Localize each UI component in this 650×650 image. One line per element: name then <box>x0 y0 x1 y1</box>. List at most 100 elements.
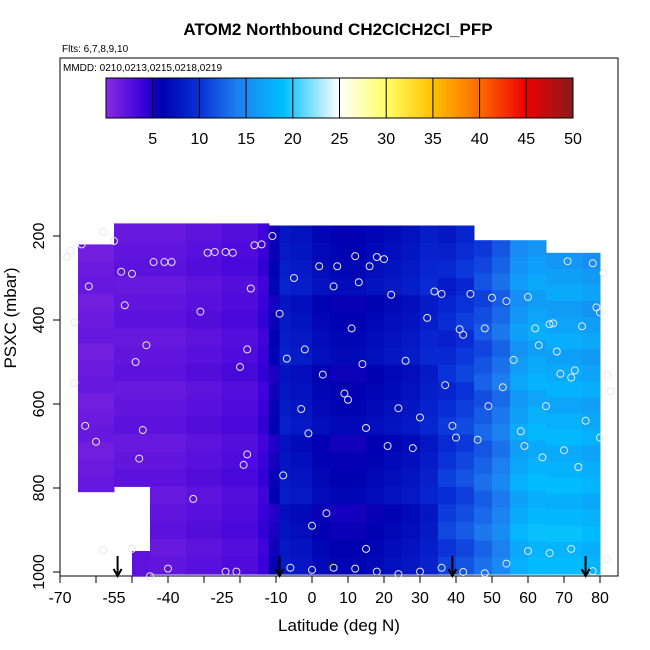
field-cell <box>348 382 367 401</box>
sample-point <box>603 555 612 564</box>
field-cell <box>222 223 259 242</box>
field-cell <box>546 541 565 559</box>
field-cell <box>582 413 601 431</box>
field-cell <box>348 417 367 436</box>
field-cell <box>279 295 291 314</box>
field-cell <box>492 323 511 341</box>
field-cell <box>582 268 601 286</box>
sample-point <box>354 278 363 287</box>
field-cell <box>546 349 565 366</box>
field-cell <box>301 434 313 453</box>
colorbar-tick-label: 45 <box>517 131 535 148</box>
field-cell <box>312 242 331 261</box>
field-cell <box>420 364 439 383</box>
sample-point <box>297 405 306 414</box>
field-cell <box>301 225 313 244</box>
field-cell <box>222 311 259 330</box>
field-cell <box>290 260 302 279</box>
field-cell <box>528 256 547 275</box>
field-cell <box>510 256 529 275</box>
field-cell <box>492 490 511 508</box>
field-cell <box>330 504 349 523</box>
field-cell <box>582 365 601 382</box>
field-cell <box>258 363 270 382</box>
field-cell <box>384 364 403 383</box>
sample-point <box>606 387 615 396</box>
field-cell <box>528 306 547 325</box>
field-cell <box>348 260 367 279</box>
sample-point <box>423 313 432 322</box>
field-cell <box>510 306 529 325</box>
field-cell <box>402 504 421 523</box>
field-cell <box>330 434 349 453</box>
field-cell <box>150 503 187 522</box>
field-cell <box>186 223 223 242</box>
field-cell <box>78 277 115 295</box>
y-tick-label: 1000 <box>31 554 48 590</box>
field-cell <box>268 469 281 488</box>
field-cell <box>186 381 223 400</box>
field-cell <box>456 330 475 349</box>
field-cell <box>279 347 291 366</box>
field-cell <box>510 540 529 558</box>
field-cell <box>290 242 302 261</box>
field-cell <box>564 284 583 302</box>
field-cell <box>279 225 291 244</box>
field-cell <box>384 469 403 488</box>
field-cell <box>290 539 302 558</box>
sample-point <box>480 569 489 578</box>
sample-point <box>437 289 446 298</box>
field-cell <box>528 440 547 458</box>
field-cell <box>330 277 349 296</box>
field-cell <box>78 343 115 361</box>
field-cell <box>546 333 565 350</box>
field-cell <box>186 539 223 558</box>
field-cell <box>301 504 313 523</box>
field-cell <box>474 457 493 475</box>
field-cell <box>582 445 601 463</box>
colorbar-tick-label: 10 <box>191 131 209 148</box>
field-cell <box>301 364 313 383</box>
field-cell <box>268 225 281 244</box>
field-cell <box>290 452 302 471</box>
sample-point <box>516 427 525 436</box>
field-cell <box>78 310 115 328</box>
field-cell <box>438 539 457 558</box>
field-cell <box>290 399 302 418</box>
sample-point <box>236 363 244 372</box>
field-cell <box>528 323 547 341</box>
field-cell <box>492 373 511 391</box>
field-cell <box>438 382 457 401</box>
sample-point <box>588 259 597 268</box>
field-cell <box>474 423 493 442</box>
field-cell <box>279 330 291 349</box>
field-cell <box>330 521 349 540</box>
field-cell <box>150 328 187 347</box>
colorbar-tick-label: 5 <box>148 131 157 148</box>
field-cell <box>528 373 547 391</box>
field-cell <box>456 260 475 279</box>
field-cell <box>186 468 223 487</box>
field-cell <box>402 417 421 436</box>
sample-point <box>365 262 374 271</box>
sample-point <box>480 324 489 333</box>
field-cell <box>114 311 151 330</box>
field-cell <box>290 330 302 349</box>
y-tick-label: 800 <box>31 475 48 502</box>
field-cell <box>366 330 385 349</box>
field-cell <box>132 551 150 560</box>
sample-point <box>524 547 532 555</box>
field-cell <box>510 507 529 525</box>
field-cell <box>384 486 403 505</box>
field-cell <box>384 452 403 471</box>
field-cell <box>78 260 115 278</box>
sample-point <box>542 402 550 411</box>
field-cell <box>402 277 421 296</box>
field-cell <box>402 486 421 505</box>
field-cell <box>564 300 583 318</box>
sample-point <box>362 423 370 432</box>
x-tick-label: -25 <box>210 590 233 607</box>
y-tick-label: 400 <box>31 307 48 334</box>
field-cell <box>268 330 281 349</box>
sample-point <box>596 308 604 317</box>
